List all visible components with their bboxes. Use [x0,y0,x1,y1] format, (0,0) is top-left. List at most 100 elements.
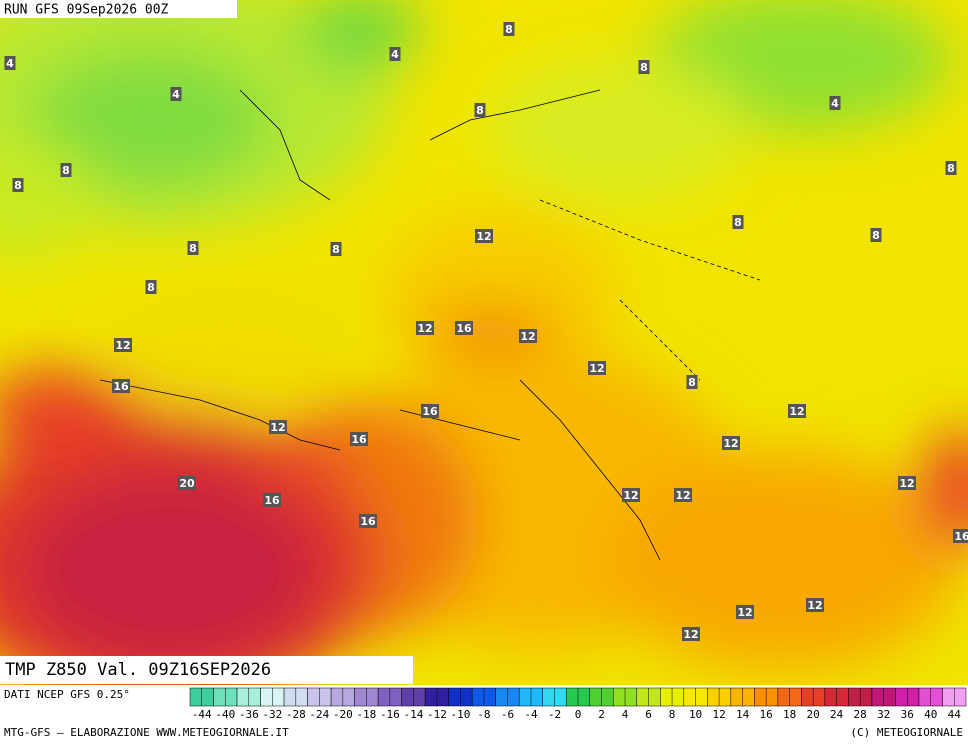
contour-label-box [359,514,377,528]
contour-label: 12 [589,362,604,375]
contour-label: 12 [807,599,822,612]
scale-label: 14 [736,708,750,721]
contour-label: 12 [270,421,285,434]
scale-label: -6 [501,708,514,721]
contour-label: 8 [14,179,22,192]
contour-label-box [722,436,740,450]
contour-label-box [114,338,132,352]
contour-label: 8 [189,242,197,255]
contour-label: 4 [391,48,399,61]
contour-label-box [178,476,196,490]
scale-label: -16 [380,708,400,721]
contour-label: 16 [456,322,472,335]
scale-label: 16 [759,708,772,721]
contour-label: 12 [520,330,535,343]
scale-label: 40 [924,708,937,721]
contour-label-box [12,178,24,192]
contour-label: 8 [734,216,742,229]
contour-label-box [350,432,368,446]
contour-label-box [269,420,287,434]
contour-label: 20 [179,477,195,490]
contour-label: 12 [476,230,491,243]
contour-label: 8 [505,23,513,36]
contour-label-box [622,488,640,502]
contour-label-box [945,161,957,175]
contour-label: 8 [476,104,484,117]
contour-label-box [682,627,700,641]
scale-label: 20 [807,708,820,721]
contour-label: 8 [947,162,955,175]
contour-label-box [953,529,968,543]
scale-label: -2 [548,708,561,721]
contour-label-box [806,598,824,612]
contour-label-box [732,215,744,229]
contour-label-box [829,96,841,110]
scale-label: 28 [854,708,867,721]
contour-label: 16 [113,380,129,393]
contour-label: 12 [115,339,130,352]
contour-label-box [170,87,182,101]
contour-label: 4 [831,97,839,110]
scale-label: -4 [524,708,538,721]
contour-label-box [674,488,692,502]
scale-label: -36 [239,708,259,721]
scale-label: -18 [356,708,376,721]
contour-label-box [60,163,72,177]
scale-label: 36 [901,708,914,721]
contour-label-box [519,329,537,343]
contour-label: 16 [264,494,280,507]
contour-label-box [416,321,434,335]
contour-label: 12 [789,405,804,418]
scale-label: 8 [669,708,676,721]
scale-label: -40 [215,708,235,721]
scale-label: -32 [262,708,282,721]
contour-label: 12 [623,489,638,502]
contour-label-box [870,228,882,242]
credit-label: MTG-GFS — ELABORAZIONE WWW.METEOGIORNALE… [4,726,289,739]
contour-label-box [187,241,199,255]
scale-label: -44 [192,708,212,721]
contour-label: 16 [954,530,968,543]
scale-label: -20 [333,708,353,721]
scale-label: 0 [575,708,582,721]
contour-label: 16 [422,405,438,418]
contour-label: 8 [640,61,648,74]
scale-label: 32 [877,708,890,721]
contour-label: 8 [872,229,880,242]
contour-label-box [145,280,157,294]
scale-label: -10 [450,708,470,721]
contour-label: 4 [172,88,180,101]
contour-label-box [898,476,916,490]
scale-label: 4 [622,708,629,721]
contour-label: 12 [683,628,698,641]
scale-label: -8 [477,708,490,721]
scale-label: -12 [427,708,447,721]
contour-label: 12 [899,477,914,490]
scale-label: 44 [948,708,962,721]
contour-label-box [736,605,754,619]
source-label: DATI NCEP GFS 0.25° [4,688,130,701]
header-box [0,0,237,18]
contour-label-box [4,56,16,70]
contour-label: 12 [675,489,690,502]
run-label: RUN GFS 09Sep2026 00Z [4,3,169,18]
contour-label-box [788,404,806,418]
contour-label-box [638,60,650,74]
contour-label: 8 [147,281,155,294]
copyright-label: (C) METEOGIORNALE [850,726,963,739]
scale-label: 12 [712,708,725,721]
scale-label: 2 [598,708,605,721]
contour-label: 16 [351,433,367,446]
map-title: TMP Z850 Val. 09Z16SEP2026 [5,660,271,680]
contour-label: 8 [332,243,340,256]
contour-label-box [112,379,130,393]
contour-label-box [503,22,515,36]
contour-label-box [686,375,698,389]
contour-label: 12 [723,437,738,450]
contour-label: 16 [360,515,376,528]
scale-label: 6 [645,708,652,721]
scale-label: 24 [830,708,844,721]
contour-label: 12 [737,606,752,619]
contour-label: 12 [417,322,432,335]
